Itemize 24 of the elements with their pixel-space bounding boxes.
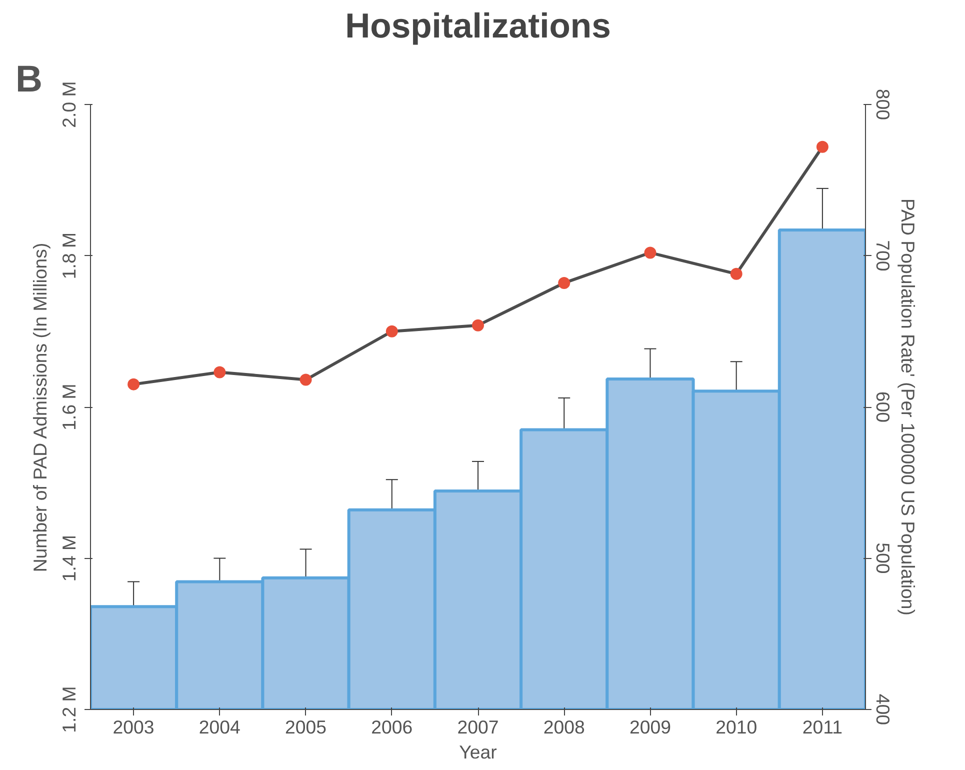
x-tick-label: 2010	[716, 716, 758, 738]
y-tick-label: 1.6 M	[58, 384, 80, 430]
y2-tick-label: 800	[872, 88, 894, 120]
y2-axis-title: PAD Population Rate' (Per 100000 US Population)	[898, 198, 918, 616]
y-tick-label: 1.8 M	[58, 232, 80, 280]
y2-tick-label: 400	[872, 694, 894, 726]
text: B	[16, 58, 42, 100]
chart-title: Hospitalizations	[345, 8, 611, 46]
x-tick-label: 2005	[285, 716, 327, 738]
x-tick-label: 2007	[457, 716, 499, 738]
y-axis-title: Number of PAD Admissions (In Millions)	[30, 242, 50, 572]
y-tick-label: 1.2 M	[58, 686, 80, 733]
x-tick-label: 2008	[543, 716, 585, 738]
x-tick-label: 2011	[802, 716, 843, 738]
y-tick-label: 1.4 M	[58, 534, 80, 582]
y2-tick-label: 500	[872, 542, 894, 574]
x-tick-label: 2003	[112, 716, 154, 738]
y2-tick-label: 700	[872, 240, 894, 272]
y2-tick-label: 600	[872, 391, 894, 423]
x-tick-label: 2009	[629, 716, 671, 738]
x-tick-label: 2006	[371, 716, 413, 738]
y-tick-label: 2.0 M	[58, 81, 80, 128]
x-tick-label: 2004	[198, 716, 240, 738]
x-axis-title: Year	[459, 742, 497, 762]
